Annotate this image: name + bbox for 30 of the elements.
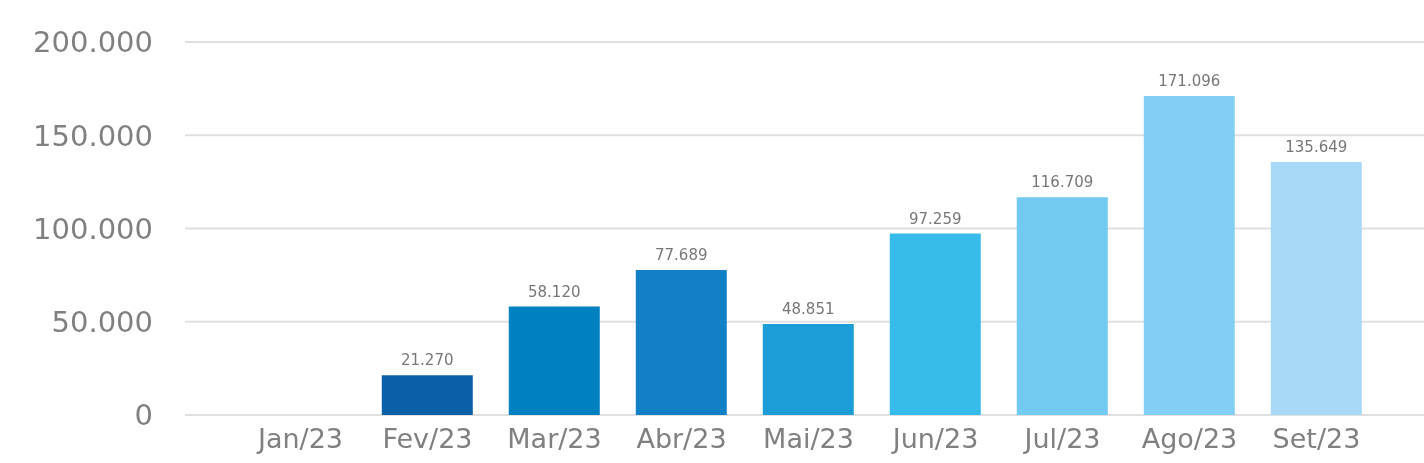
data-label: 77.689: [655, 246, 708, 265]
bar: [635, 270, 727, 415]
x-tick-label: Set/23: [1272, 423, 1361, 455]
bar: [889, 233, 981, 415]
bar: [1016, 197, 1108, 415]
x-tick-label: Jun/23: [890, 423, 979, 455]
data-label: 97.259: [909, 209, 962, 228]
y-tick-label: 150.000: [33, 118, 153, 153]
data-label: 21.270: [401, 351, 454, 370]
bar: [508, 306, 600, 415]
data-label: 171.096: [1158, 71, 1221, 90]
data-label: 116.709: [1031, 173, 1094, 192]
y-tick-label: 0: [134, 398, 153, 433]
x-tick-label: Ago/23: [1141, 423, 1238, 455]
data-label: 58.120: [528, 282, 581, 301]
x-tick-label: Jan/23: [255, 423, 344, 455]
x-tick-label: Jul/23: [1022, 423, 1101, 455]
data-label: 135.649: [1285, 138, 1348, 157]
bar: [381, 375, 473, 415]
bar: [762, 323, 854, 415]
y-tick-label: 50.000: [51, 305, 153, 340]
x-tick-label: Mar/23: [507, 423, 602, 455]
y-tick-label: 100.000: [33, 211, 153, 246]
x-tick-label: Abr/23: [636, 423, 727, 455]
bar: [1143, 95, 1235, 415]
x-tick-label: Fev/23: [382, 423, 473, 455]
x-tick-label: Mai/23: [763, 423, 854, 455]
data-label: 48.851: [782, 299, 835, 318]
bar: [1270, 162, 1362, 415]
y-tick-label: 200.000: [33, 25, 153, 60]
